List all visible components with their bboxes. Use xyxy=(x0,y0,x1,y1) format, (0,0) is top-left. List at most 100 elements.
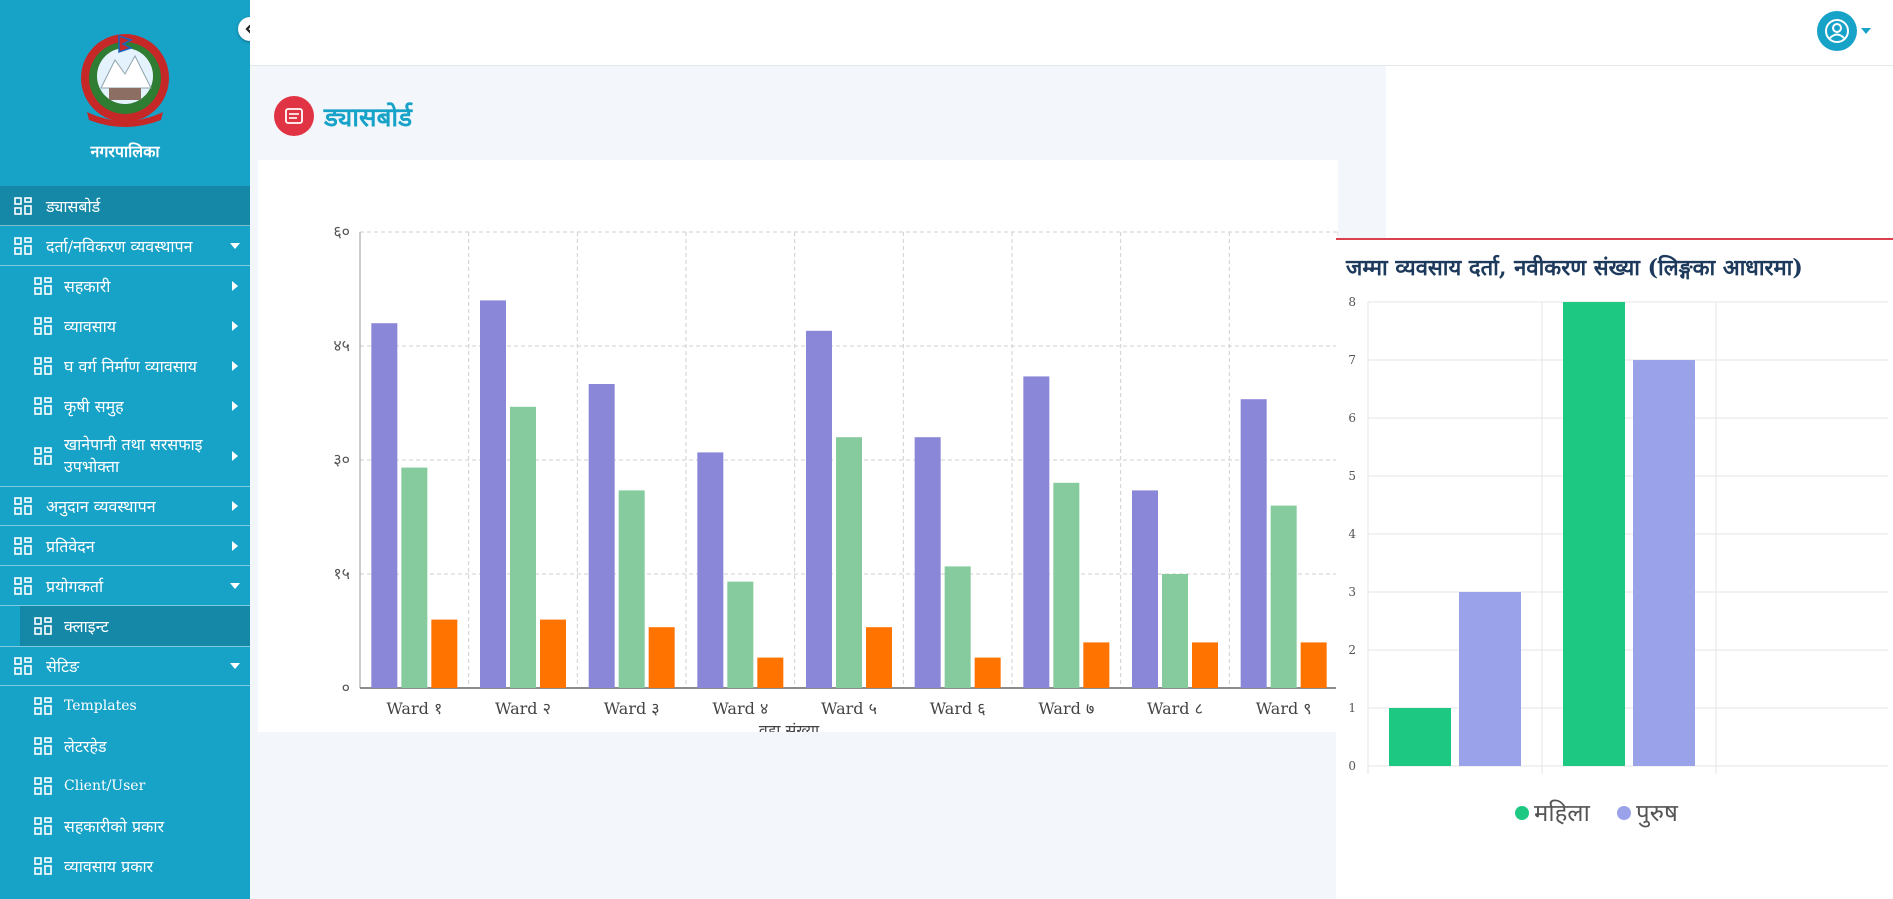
sidebar-item-users[interactable]: प्रयोगकर्ता xyxy=(0,566,250,606)
top-bar xyxy=(250,0,1893,66)
bar xyxy=(1023,376,1050,688)
bar xyxy=(401,467,428,688)
sidebar-item-label: Client/User xyxy=(64,778,146,794)
sidebar-item-grants[interactable]: अनुदान व्यवस्थापन xyxy=(0,486,250,526)
grid-icon xyxy=(34,777,52,795)
sidebar-subitem-business-type[interactable]: व्यावसाय प्रकार xyxy=(0,846,250,886)
panel-background xyxy=(1386,66,1893,238)
y-tick-label: १५ xyxy=(333,564,350,583)
chevron-right-icon xyxy=(232,540,238,551)
sidebar-item-label: घ वर्ग निर्माण व्यावसाय xyxy=(64,357,197,376)
grid-icon xyxy=(14,657,32,675)
bar xyxy=(648,627,675,688)
bar xyxy=(371,323,398,688)
sidebar-item-registration[interactable]: दर्ता/नविकरण व्यवस्थापन xyxy=(0,226,250,266)
chevron-right-icon xyxy=(232,401,238,411)
sidebar-item-label: कृषी समुह xyxy=(64,397,124,416)
chevron-down-icon[interactable] xyxy=(1861,28,1871,34)
logo-area: नगरपालिका xyxy=(0,0,250,186)
grid-icon xyxy=(34,357,52,375)
bar xyxy=(806,330,832,688)
sidebar-subitem-cooperative[interactable]: सहकारी xyxy=(0,266,250,306)
user-circle-icon xyxy=(1825,19,1849,43)
sidebar-item-dashboard[interactable]: ड्यासबोर्ड xyxy=(0,186,250,226)
y-tick-label: 6 xyxy=(1348,411,1356,425)
grid-icon xyxy=(34,317,52,335)
bar xyxy=(510,406,536,688)
sidebar-item-label: व्यावसाय प्रकार xyxy=(64,857,154,876)
bar xyxy=(1240,399,1267,688)
sidebar-item-label: अनुदान व्यवस्थापन xyxy=(46,497,156,516)
grid-icon xyxy=(14,196,32,215)
sidebar-subitem-letterhead[interactable]: लेटरहेड xyxy=(0,726,250,766)
sidebar-item-label: खानेपानी तथा सरसफाइ उपभोक्ता xyxy=(64,435,203,476)
sidebar-subitem-construction[interactable]: घ वर्ग निर्माण व्यावसाय xyxy=(0,346,250,386)
user-menu-button[interactable] xyxy=(1817,11,1857,51)
x-tick-label: Ward ४ xyxy=(712,699,768,718)
bar xyxy=(1633,360,1695,766)
page-title: ड्यासबोर्ड xyxy=(324,103,413,133)
x-tick-label: Ward २ xyxy=(495,699,551,718)
bar xyxy=(1083,642,1110,688)
sidebar-item-label: सहकारी xyxy=(64,277,111,296)
municipality-name: नगरपालिका xyxy=(90,142,160,161)
gender-chart-card: जम्मा व्यवसाय दर्ता, नवीकरण संख्या (लिङ्… xyxy=(1336,238,1893,899)
sidebar-subitem-client-user[interactable]: Client/User xyxy=(0,766,250,806)
grid-icon xyxy=(14,236,32,255)
bar xyxy=(1162,574,1188,688)
x-tick-label: Ward ३ xyxy=(604,699,660,718)
y-tick-label: ० xyxy=(342,678,350,697)
bar xyxy=(1563,302,1625,766)
sidebar-item-label: सेटिङ xyxy=(46,657,80,676)
y-tick-label: 5 xyxy=(1348,469,1356,483)
ward-chart-card: ० १५ ३० ४५ ६० Ward १ Ward २ Ward ३ Ward ४ Ward ५ W… xyxy=(258,160,1339,740)
bar xyxy=(1270,505,1297,688)
page-header: ड्यासबोर्ड xyxy=(274,96,412,136)
grid-icon xyxy=(14,497,32,515)
sidebar-subitem-templates[interactable]: Templates xyxy=(0,686,250,726)
bar xyxy=(588,384,615,688)
chevron-down-icon xyxy=(230,582,240,589)
sidebar-item-label: व्यावसाय xyxy=(64,317,117,336)
bar xyxy=(1389,708,1451,766)
y-tick-label: 7 xyxy=(1348,353,1356,367)
bar xyxy=(1192,642,1218,688)
sidebar-subitem-cooperative-type[interactable]: सहकारीको प्रकार xyxy=(0,806,250,846)
grid-icon xyxy=(34,447,52,465)
bar xyxy=(914,437,941,688)
bar xyxy=(540,619,566,688)
ward-bar-chart: ० १५ ३० ४५ ६० Ward १ Ward २ Ward ३ Ward ४ Ward ५ W… xyxy=(333,222,1339,740)
sidebar-item-settings[interactable]: सेटिङ xyxy=(0,646,250,686)
sidebar-item-reports[interactable]: प्रतिवेदन xyxy=(0,526,250,566)
bar xyxy=(618,490,645,688)
sidebar-subitem-water[interactable]: खानेपानी तथा सरसफाइ उपभोक्ता xyxy=(0,426,250,486)
grid-icon xyxy=(14,536,32,555)
y-tick-label: ३० xyxy=(333,450,350,469)
legend-swatch xyxy=(1515,806,1529,820)
x-tick-label: Ward ५ xyxy=(821,699,877,718)
bar xyxy=(757,657,784,688)
sidebar-item-label: ड्यासबोर्ड xyxy=(46,196,101,216)
bar xyxy=(1459,592,1521,766)
chevron-right-icon xyxy=(232,361,238,371)
chevron-down-icon xyxy=(230,663,240,669)
grid-icon xyxy=(34,277,52,295)
grid-icon xyxy=(34,697,52,715)
sidebar-subitem-business[interactable]: व्यावसाय xyxy=(0,306,250,346)
bar xyxy=(836,437,862,688)
grid-icon xyxy=(34,737,52,755)
nepal-emblem-logo xyxy=(69,30,181,130)
bar xyxy=(1300,642,1327,688)
sidebar-item-label: प्रयोगकर्ता xyxy=(46,576,104,596)
sidebar-item-label: प्रतिवेदन xyxy=(46,536,95,556)
sidebar-subitem-client[interactable]: क्लाइन्ट xyxy=(20,606,250,646)
sidebar-subitem-agriculture[interactable]: कृषी समुह xyxy=(0,386,250,426)
legend-swatch xyxy=(1617,806,1631,820)
bar xyxy=(727,581,754,688)
x-tick-label: Ward ७ xyxy=(1038,699,1094,718)
legend-label: महिला xyxy=(1534,799,1591,827)
sidebar: नगरपालिका ड्यासबोर्ड दर्ता/नविकरण व्यवस्… xyxy=(0,0,250,899)
y-tick-label: 3 xyxy=(1348,585,1356,599)
y-tick-label: 1 xyxy=(1348,701,1356,715)
sidebar-item-label: दर्ता/नविकरण व्यवस्थापन xyxy=(46,236,193,256)
